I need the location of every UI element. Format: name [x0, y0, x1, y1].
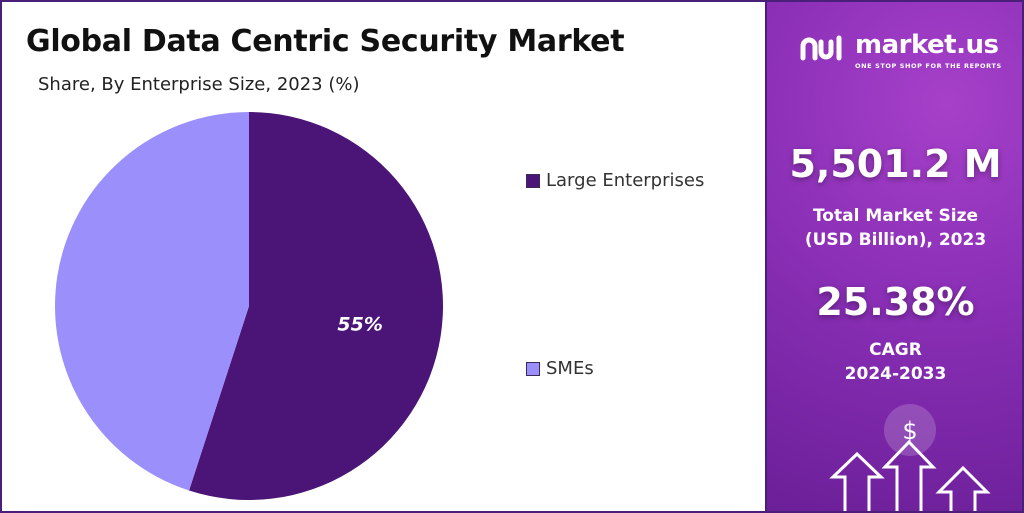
cagr-period: 2024-2033	[844, 364, 947, 384]
market-size-stat: 5,501.2 M	[767, 142, 1022, 186]
arrow-up-icon	[935, 465, 991, 511]
market-size-label-line1: Total Market Size	[812, 206, 979, 226]
chart-panel: Global Data Centric Security Market Shar…	[2, 2, 765, 511]
market-size-label-line2: (USD Billion), 2023	[804, 230, 987, 250]
market-size-label-block: Total Market Size (USD Billion), 2023	[767, 204, 1022, 252]
arrow-up-icon	[881, 439, 937, 511]
pie-slice-smes	[55, 112, 249, 491]
legend-swatch-large-enterprises	[526, 173, 540, 188]
arrow-up-icon	[829, 451, 885, 511]
cagr-value: 25.38%	[816, 280, 975, 324]
brand-name: market.us	[855, 30, 999, 60]
cagr-stat: 25.38%	[767, 280, 1022, 324]
chart-title: Global Data Centric Security Market	[26, 24, 625, 59]
pie-slice-large-enterprises	[189, 112, 443, 500]
pie-chart: 55%	[55, 112, 443, 500]
dollar-icon: $	[902, 417, 917, 445]
legend-swatch-smes	[526, 361, 540, 376]
chart-subtitle: Share, By Enterprise Size, 2023 (%)	[38, 74, 360, 95]
legend-item-smes: SMEs	[526, 358, 594, 379]
logo-icon	[800, 35, 842, 61]
cagr-label: CAGR	[869, 340, 922, 360]
market-size-value: 5,501.2 M	[789, 142, 1002, 186]
brand-logo: market.us ONE STOP SHOP FOR THE REPORTS	[797, 32, 1002, 70]
legend-label-large-enterprises: Large Enterprises	[546, 170, 705, 191]
growth-arrows-decoration: $	[829, 404, 991, 511]
pie-data-label: 55%	[337, 314, 382, 336]
legend-label-smes: SMEs	[546, 358, 594, 379]
cagr-label-block: CAGR 2024-2033	[767, 338, 1022, 386]
stats-panel: market.us ONE STOP SHOP FOR THE REPORTS …	[765, 2, 1022, 511]
brand-tagline: ONE STOP SHOP FOR THE REPORTS	[855, 62, 1002, 70]
legend-item-large-enterprises: Large Enterprises	[526, 170, 704, 191]
coin-icon	[884, 404, 936, 456]
